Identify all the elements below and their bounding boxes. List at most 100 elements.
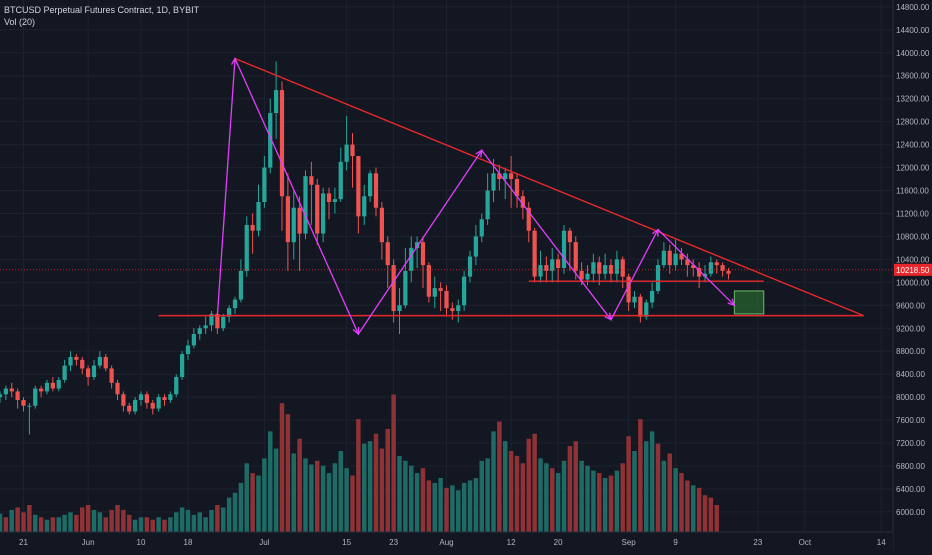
candle-body xyxy=(338,161,343,200)
candle xyxy=(632,290,637,309)
time-tick-label: 10 xyxy=(137,538,146,547)
volume-bar xyxy=(356,419,361,532)
candle xyxy=(168,391,173,403)
candle xyxy=(597,256,602,286)
volume-bar xyxy=(344,468,349,532)
candle-body xyxy=(720,265,725,271)
candle-body xyxy=(103,356,108,369)
volume-bar xyxy=(561,460,567,532)
candle-body xyxy=(444,290,449,309)
candle-body xyxy=(150,402,155,409)
candle xyxy=(274,61,279,139)
candle xyxy=(262,156,267,208)
candle xyxy=(244,216,249,277)
candle xyxy=(321,187,326,243)
candle xyxy=(344,115,349,171)
volume-bar xyxy=(268,431,273,532)
candle-body xyxy=(33,388,38,406)
candle-body xyxy=(56,379,61,389)
candle-body xyxy=(485,190,490,220)
time-tick-label: 23 xyxy=(389,538,398,547)
candle xyxy=(297,196,302,271)
volume-bar xyxy=(520,463,526,532)
time-tick-label: 9 xyxy=(673,538,678,547)
candle xyxy=(526,202,531,243)
candle-body xyxy=(479,219,484,237)
candle-body xyxy=(679,253,684,260)
candle-body xyxy=(144,394,149,403)
candle xyxy=(191,328,196,349)
candle xyxy=(420,236,426,289)
volume-bar xyxy=(285,414,291,532)
candle-body xyxy=(50,382,55,389)
candle-body xyxy=(526,207,531,231)
price-axis: 6000.00 6400.00 6800.00 7200.00 7600.00 8000.… xyxy=(892,0,932,550)
volume-bar xyxy=(685,480,690,532)
candle xyxy=(68,351,73,372)
candle xyxy=(450,302,455,320)
candle-body xyxy=(538,265,543,277)
candle xyxy=(86,365,91,386)
candle-body xyxy=(379,207,384,243)
volume-bar xyxy=(97,512,103,532)
candle-body xyxy=(203,325,208,329)
candle-body xyxy=(503,173,508,180)
candle-body xyxy=(685,259,690,266)
candle xyxy=(614,250,619,283)
volume-bar xyxy=(438,478,443,532)
candle-body xyxy=(227,308,232,317)
candle-body xyxy=(256,202,261,231)
volume-bar xyxy=(585,465,590,532)
candle xyxy=(432,276,437,309)
candle-body xyxy=(62,365,67,380)
candle xyxy=(356,156,361,234)
candle-body xyxy=(268,113,273,168)
candle-body xyxy=(303,176,308,234)
candle-body xyxy=(638,296,643,317)
candle xyxy=(332,187,337,214)
current-price-tag-text: 10218.50 xyxy=(896,266,930,275)
volume-bar xyxy=(503,441,508,532)
volume-bar xyxy=(197,512,202,532)
candle xyxy=(473,224,478,266)
candle xyxy=(479,213,484,243)
price-tick-label: 8000.00 xyxy=(896,393,925,402)
candle-body xyxy=(714,262,719,266)
candle xyxy=(603,253,608,280)
candle-body xyxy=(415,242,420,248)
volume-bar xyxy=(391,394,396,532)
volume-bar xyxy=(550,468,555,532)
candle xyxy=(44,379,50,395)
candle xyxy=(315,179,320,246)
pattern-arrowhead xyxy=(475,149,483,158)
candle xyxy=(180,351,185,380)
candle xyxy=(3,385,8,400)
volume-bar xyxy=(91,509,97,532)
volume-bar xyxy=(667,453,672,532)
candle xyxy=(338,147,343,202)
candle-body xyxy=(180,354,185,378)
volume-bar xyxy=(115,505,120,532)
time-tick-label: 14 xyxy=(877,538,886,547)
price-tick-label: 10400.00 xyxy=(896,255,930,264)
candle-body xyxy=(221,316,226,329)
volume-bar xyxy=(614,470,620,532)
candle xyxy=(185,339,191,360)
volume-bar xyxy=(303,458,308,532)
candle xyxy=(62,359,67,383)
candle-body xyxy=(209,313,214,326)
candle xyxy=(279,81,285,231)
volume-bar xyxy=(444,487,449,532)
volume-bar xyxy=(714,505,719,532)
candle-body xyxy=(544,265,549,271)
candle-body xyxy=(350,144,355,157)
candle xyxy=(485,173,490,225)
volume-bar xyxy=(485,458,490,532)
candle xyxy=(291,190,296,260)
volume-bar xyxy=(297,438,302,532)
volume-bar xyxy=(367,441,373,532)
volume-bars xyxy=(0,394,719,532)
candle xyxy=(133,397,138,415)
